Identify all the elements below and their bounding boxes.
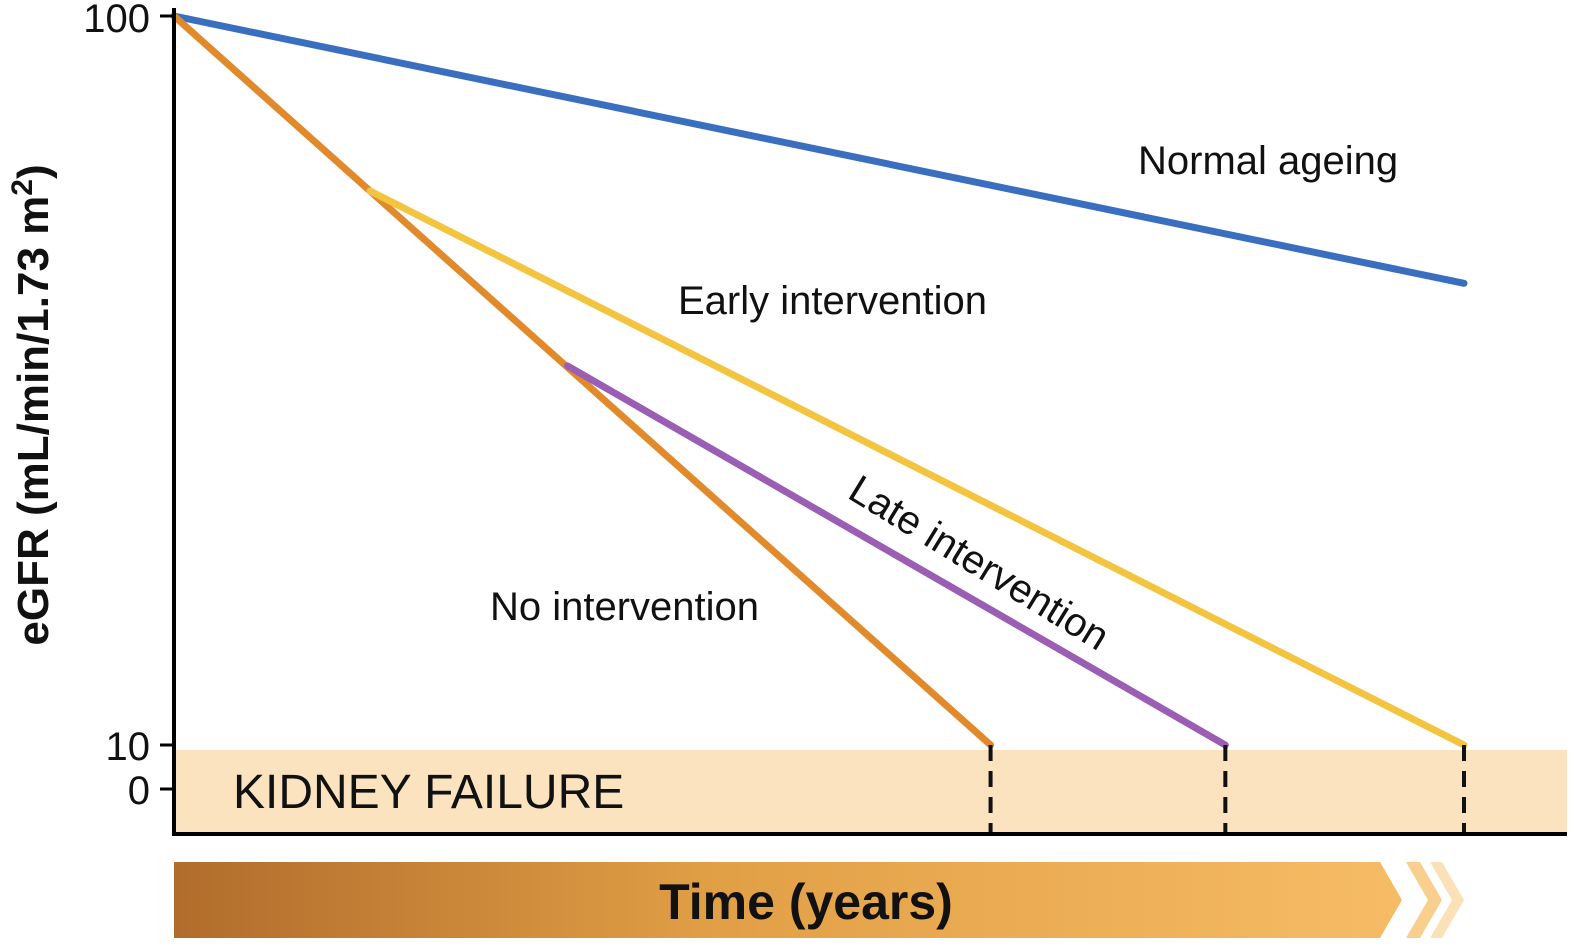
time-arrow-chevron-3 [1430,862,1464,938]
series-line-late-intervention [564,362,1229,749]
label-no-intervention: No intervention [490,585,759,629]
y-tick-label-10: 10 [106,725,151,769]
x-axis-label: Time (years) [659,874,953,930]
series-line-early-intervention [366,187,1468,749]
kidney-failure-label: KIDNEY FAILURE [233,766,624,819]
label-normal-ageing: Normal ageing [1138,139,1398,183]
series-line-no-intervention [170,12,995,749]
label-early-intervention: Early intervention [678,279,987,323]
kidney-failure-region [175,750,1567,834]
time-arrow-chevron-2 [1406,862,1442,938]
time-arrow-body [174,862,1402,938]
y-tick-label-0: 0 [128,769,150,813]
series-line-normal-ageing [170,12,1468,287]
series-layer [170,12,1468,749]
y-tick-label-100: 100 [83,0,150,41]
y-axis-label: eGFR (mL/min/1.73 m2) [6,164,58,645]
dashed-marker-layer [988,745,1466,834]
time-arrow: Time (years) [174,862,1464,938]
